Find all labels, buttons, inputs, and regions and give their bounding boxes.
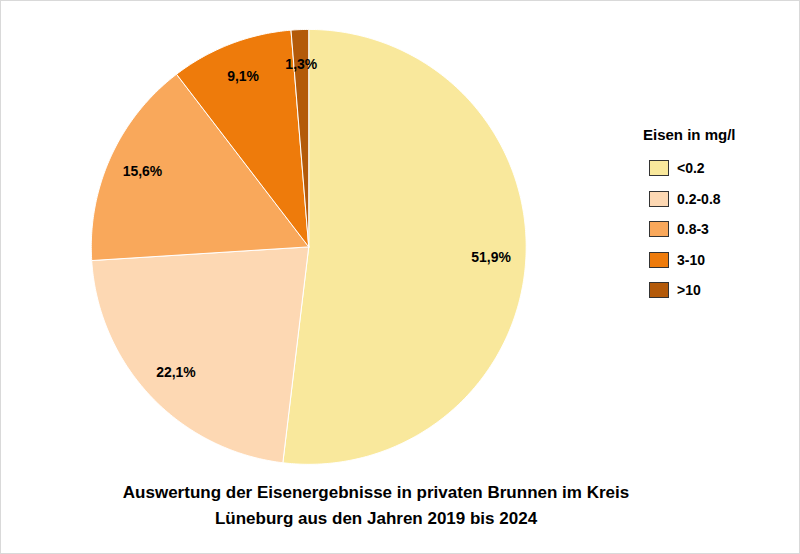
html-text:0.2-0.8: 0.2-0.8 <box>677 190 721 207</box>
html-text:3-10: 3-10 <box>677 251 705 268</box>
svg-text:22,1%: 22,1% <box>156 364 196 380</box>
html-text:>10: >10 <box>677 282 701 299</box>
html-text:0.8-3: 0.8-3 <box>677 221 709 238</box>
html-text:Eisen in mg/l: Eisen in mg/l <box>643 126 736 143</box>
html-text:Auswertung der Eisenergebnisse: Auswertung der Eisenergebnisse in privat… <box>122 483 630 528</box>
svg-text:15,6%: 15,6% <box>123 163 163 179</box>
html-text:<0.2: <0.2 <box>677 160 705 177</box>
svg-text:9,1%: 9,1% <box>227 68 259 84</box>
svg-text:51,9%: 51,9% <box>471 249 511 265</box>
svg-text:1,3%: 1,3% <box>285 56 317 72</box>
